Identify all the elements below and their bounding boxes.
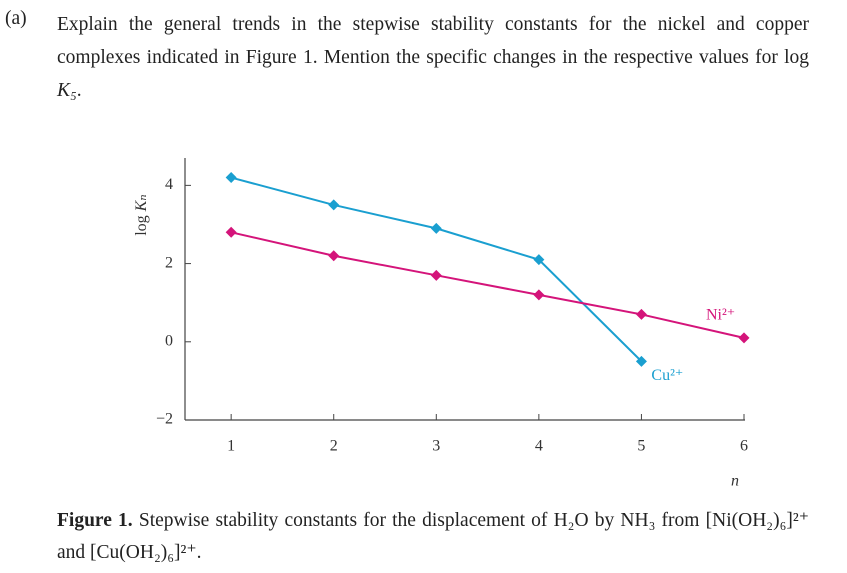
series-label: Cu²⁺	[651, 367, 683, 384]
series-line	[230, 231, 745, 339]
data-point	[635, 355, 647, 367]
data-point	[430, 222, 442, 234]
y-label-symbol: Kₙ	[133, 194, 150, 212]
data-point	[225, 226, 237, 238]
x-tick-label: 1	[227, 438, 235, 455]
caption: Figure 1. Stepwise stability constants f…	[57, 505, 809, 569]
caption-label: Figure 1.	[57, 510, 133, 531]
data-point	[430, 269, 442, 281]
question-text: Explain the general trends in the stepwi…	[57, 8, 809, 107]
x-axis-label: n	[731, 473, 739, 490]
x-tick-label: 5	[637, 438, 645, 455]
x-tick-label: 3	[432, 438, 440, 455]
data-point	[533, 289, 545, 301]
y-tick-label: 4	[165, 176, 173, 193]
y-label-prefix: log	[133, 215, 150, 235]
y-tick-label: −2	[156, 411, 173, 428]
question-label: (a)	[5, 8, 27, 29]
data-point	[328, 250, 340, 262]
data-point	[533, 254, 545, 266]
chart: log Kₙ n −2 0 2 4 1 2 3 4 5 6 Cu²⁺ Ni²⁺	[133, 158, 750, 490]
x-tick-label: 2	[330, 438, 338, 455]
x-tick-label: 6	[740, 438, 748, 455]
y-axis-label: log Kₙ	[133, 194, 150, 236]
series-label: Ni²⁺	[706, 307, 735, 324]
question-symbol: K₅	[57, 80, 77, 101]
data-point	[328, 199, 340, 211]
y-tick-label: 0	[165, 332, 173, 349]
series-line	[230, 176, 643, 363]
y-tick-label: 2	[165, 254, 173, 271]
caption-text: Stepwise stability constants for the dis…	[57, 510, 809, 563]
x-tick-label: 4	[535, 438, 543, 455]
question-body: Explain the general trends in the stepwi…	[57, 14, 809, 68]
question-end: .	[76, 80, 82, 101]
data-point	[635, 308, 647, 320]
data-point	[738, 332, 750, 344]
data-point	[225, 172, 237, 184]
